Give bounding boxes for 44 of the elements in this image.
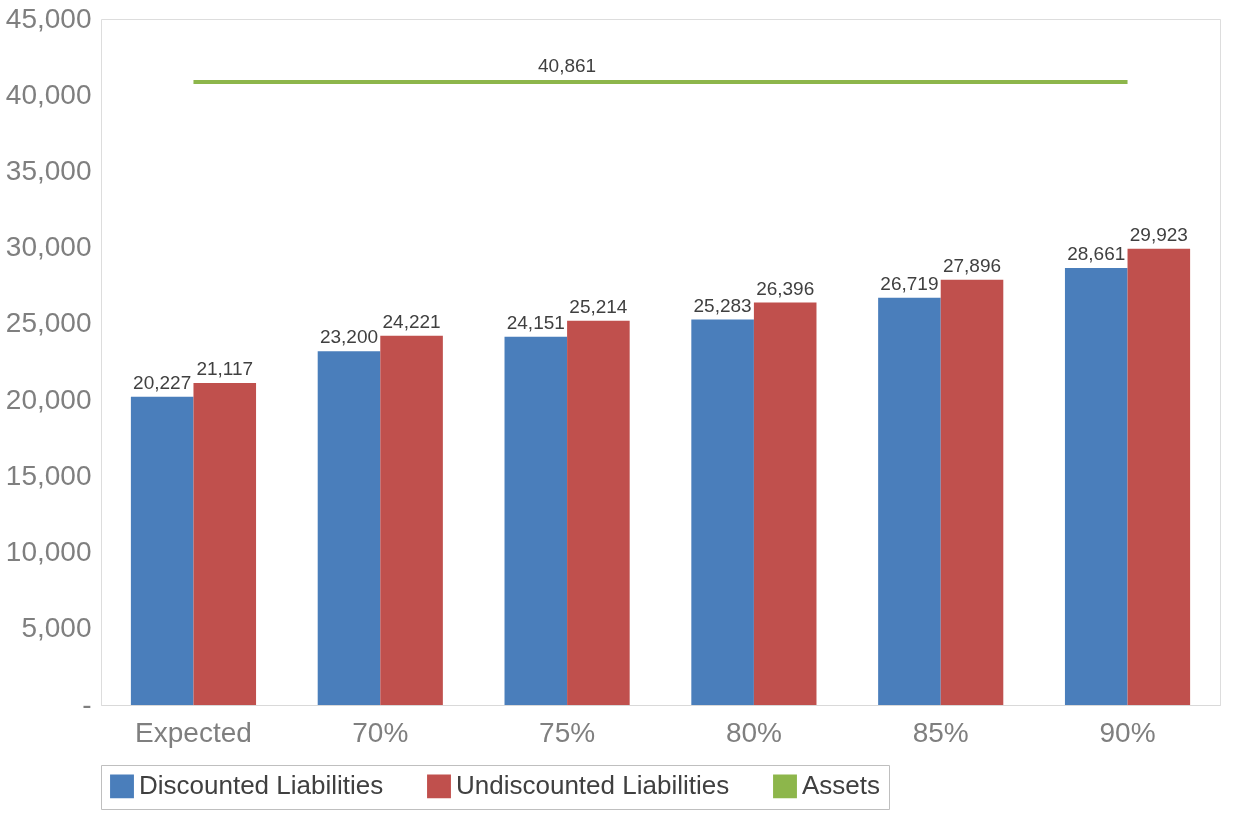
bar [878, 297, 941, 705]
y-tick-label: 20,000 [5, 383, 92, 415]
x-tick-label: 75% [539, 716, 596, 748]
x-tick-label: 90% [1099, 716, 1156, 748]
x-tick-label: 80% [725, 716, 782, 748]
x-tick-label: 70% [352, 716, 409, 748]
y-tick-label: 10,000 [5, 536, 92, 568]
bar [1064, 268, 1128, 705]
bar [193, 383, 257, 705]
bar [691, 319, 754, 705]
legend-label: Undiscounted Liabilities [456, 770, 730, 801]
x-tick-label: Expected [135, 716, 252, 748]
data-label: 24,221 [382, 310, 441, 332]
data-label: 26,719 [880, 272, 939, 294]
bar [317, 351, 381, 705]
y-tick-label: 40,000 [5, 78, 92, 110]
data-label: 24,151 [506, 311, 565, 333]
data-label: 40,861 [538, 55, 597, 77]
bar [753, 302, 817, 705]
y-tick-label: 25,000 [5, 307, 92, 339]
y-tick-label: - [82, 688, 92, 720]
data-label: 26,396 [756, 277, 815, 299]
y-tick-label: 15,000 [5, 459, 92, 491]
data-label: 28,661 [1067, 243, 1126, 265]
bar [1127, 248, 1191, 705]
data-label: 21,117 [196, 358, 254, 380]
data-label: 20,227 [133, 371, 192, 393]
legend-label: Assets [802, 770, 881, 801]
bar [940, 279, 1004, 705]
data-label: 23,200 [319, 326, 379, 348]
y-tick-label: 30,000 [5, 231, 92, 263]
y-tick-label: 35,000 [5, 154, 92, 186]
bar [380, 335, 443, 705]
y-tick-label: 45,000 [5, 2, 92, 34]
data-label: 25,283 [693, 294, 752, 316]
data-label: 25,214 [569, 295, 628, 317]
y-tick-label: 5,000 [21, 612, 92, 644]
bar [504, 336, 568, 705]
bar [130, 396, 194, 705]
legend-label: Discounted Liabilities [139, 770, 384, 801]
data-label: 27,896 [942, 254, 1002, 276]
x-tick-label: 85% [912, 716, 969, 748]
bar [567, 320, 630, 705]
data-label: 29,923 [1129, 223, 1188, 245]
